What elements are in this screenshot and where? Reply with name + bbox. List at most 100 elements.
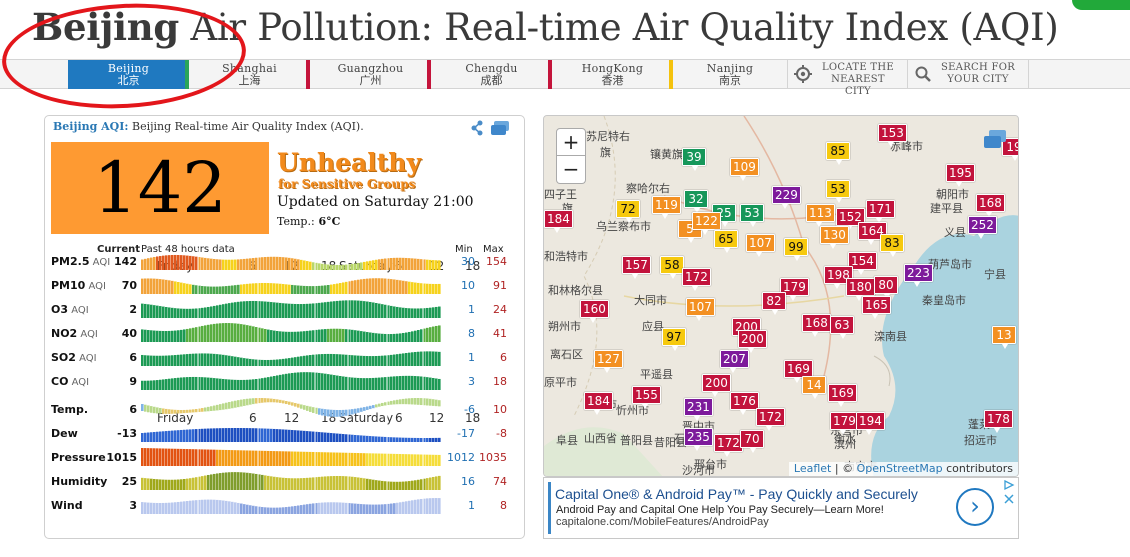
history-row-sparkbars[interactable] [141, 492, 441, 514]
nav-city-beijing[interactable]: Beijing 北京 [68, 60, 189, 89]
map-aqi-marker[interactable]: 72 [616, 200, 640, 223]
map-aqi-marker[interactable]: 107 [686, 298, 715, 321]
map-aqi-marker[interactable]: 169 [828, 384, 857, 407]
nav-city-chengdu[interactable]: Chengdu 成都 [431, 60, 552, 89]
search-city-button[interactable]: SEARCH FOR YOUR CITY [907, 60, 1029, 89]
map-aqi-marker[interactable]: 53 [826, 180, 850, 203]
map-aqi-marker[interactable]: 14 [802, 376, 826, 399]
map-aqi-marker[interactable]: 200 [738, 330, 767, 353]
map-aqi-marker[interactable]: 130 [820, 226, 849, 249]
map-aqi-marker[interactable]: 165 [862, 296, 891, 319]
ad-title[interactable]: Capital One® & Android Pay™ - Pay Quickl… [555, 486, 918, 502]
map-aqi-marker[interactable]: 154 [848, 252, 877, 275]
map-aqi-marker[interactable]: 58 [660, 256, 684, 279]
map-aqi-marker[interactable]: 160 [580, 300, 609, 323]
map-aqi-marker[interactable]: 231 [684, 398, 713, 421]
history-row-pm25: PM2.5 AQI 142 30 154 [45, 248, 526, 272]
map-aqi-marker[interactable]: 13 [992, 326, 1016, 349]
nav-city-shanghai[interactable]: Shanghai 上海 [189, 60, 310, 89]
share-icon[interactable] [471, 120, 483, 136]
map-aqi-marker[interactable]: 172 [682, 268, 711, 291]
map-aqi-marker[interactable]: 155 [632, 386, 661, 409]
map-aqi-marker[interactable]: 169 [784, 360, 813, 383]
map-aqi-marker[interactable]: 168 [802, 314, 831, 337]
history-row-sparkbars[interactable] [141, 344, 441, 366]
map-aqi-marker[interactable]: 82 [762, 292, 786, 315]
map-aqi-marker[interactable]: 180 [846, 278, 875, 301]
map-aqi-marker[interactable]: 172 [756, 408, 785, 431]
history-row-sparkbars[interactable] [141, 396, 441, 418]
map-aqi-marker[interactable]: 164 [858, 222, 887, 245]
panel-header-city-link[interactable]: Beijing AQI: [53, 120, 129, 133]
openstreetmap-link[interactable]: OpenStreetMap [856, 462, 943, 475]
history-bar [378, 333, 381, 342]
history-row-sparkbars[interactable] [141, 248, 441, 270]
history-row-sparkbars[interactable] [141, 296, 441, 318]
map-aqi-marker[interactable]: 97 [662, 328, 686, 351]
map-aqi-marker[interactable]: 99 [784, 238, 808, 261]
map-aqi-marker[interactable]: 179 [780, 278, 809, 301]
history-bar [240, 284, 243, 294]
map-aqi-marker[interactable]: 127 [594, 350, 623, 373]
map-aqi-marker[interactable]: 223 [904, 264, 933, 287]
map-aqi-marker[interactable]: 107 [746, 234, 775, 257]
aqi-map[interactable]: 苏尼特右旗镶黄旗 四子王旗察哈尔右 乌兰察布市 和浩特市 和林格尔县 大同市 朔州市 应县 原平… [543, 115, 1019, 477]
map-aqi-marker[interactable]: 235 [684, 428, 713, 451]
map-aqi-marker[interactable]: 207 [720, 350, 749, 373]
map-aqi-marker[interactable]: 157 [622, 256, 651, 279]
history-row-sparkbars[interactable] [141, 468, 441, 490]
map-aqi-marker[interactable]: 119 [652, 196, 681, 219]
map-aqi-marker[interactable]: 153 [878, 124, 907, 147]
map-aqi-marker[interactable]: 83 [880, 234, 904, 257]
map-aqi-marker[interactable]: 19 [1002, 138, 1018, 161]
corner-badge[interactable] [1072, 0, 1130, 10]
map-aqi-marker[interactable]: 113 [806, 204, 835, 227]
map-aqi-marker[interactable]: 200 [702, 374, 731, 397]
map-aqi-marker[interactable]: 70 [740, 430, 764, 453]
leaflet-link[interactable]: Leaflet [793, 462, 832, 475]
map-aqi-marker[interactable]: 252 [968, 216, 997, 239]
widget-icon[interactable] [491, 121, 509, 135]
map-aqi-marker[interactable]: 25 [712, 204, 736, 227]
map-aqi-marker[interactable]: 32 [684, 190, 708, 213]
ad-choices-icon[interactable] [1002, 479, 1016, 507]
map-aqi-marker[interactable]: 53 [740, 204, 764, 227]
map-aqi-marker[interactable]: 178 [984, 410, 1013, 433]
map-aqi-marker[interactable]: 39 [682, 148, 706, 171]
history-row-sparkbars[interactable] [141, 320, 441, 342]
map-aqi-marker[interactable]: 184 [544, 210, 573, 233]
map-aqi-marker[interactable]: 63 [830, 316, 854, 339]
map-aqi-marker[interactable]: 195 [946, 164, 975, 187]
nav-city-hongkong[interactable]: HongKong 香港 [552, 60, 673, 89]
map-aqi-marker[interactable]: 80 [874, 276, 898, 299]
map-aqi-marker[interactable]: 194 [856, 412, 885, 435]
map-aqi-marker[interactable]: 179 [830, 412, 859, 435]
map-aqi-marker[interactable]: 65 [714, 230, 738, 253]
map-aqi-marker[interactable]: 198 [824, 266, 853, 289]
locate-nearest-city-button[interactable]: LOCATE THE NEAREST CITY [787, 60, 907, 97]
map-aqi-marker[interactable]: 85 [826, 142, 850, 165]
history-row-sparkbars[interactable] [141, 444, 441, 466]
history-bar [405, 481, 408, 490]
nav-city-guangzhou[interactable]: Guangzhou 广州 [310, 60, 431, 89]
zoom-in-button[interactable]: + [556, 128, 586, 156]
map-layers-icon[interactable] [982, 128, 1008, 152]
map-aqi-marker[interactable]: 172 [714, 434, 743, 457]
map-aqi-marker[interactable]: 109 [730, 158, 759, 181]
map-aqi-marker[interactable]: 122 [692, 212, 721, 235]
ad-url[interactable]: capitalone.com/MobileFeatures/AndroidPay [556, 516, 769, 528]
map-aqi-marker[interactable]: 152 [836, 208, 865, 231]
advertisement[interactable]: Capital One® & Android Pay™ - Pay Quickl… [543, 477, 1019, 539]
map-aqi-marker[interactable]: 229 [772, 186, 801, 209]
map-aqi-marker[interactable]: 184 [584, 392, 613, 415]
ad-arrow-button[interactable]: › [956, 488, 994, 526]
map-aqi-marker[interactable]: 176 [730, 392, 759, 415]
map-aqi-marker[interactable]: 171 [866, 200, 895, 223]
map-aqi-marker[interactable]: 168 [976, 194, 1005, 217]
history-row-sparkbars[interactable] [141, 420, 441, 442]
history-row-sparkbars[interactable] [141, 368, 441, 390]
history-bar [207, 406, 210, 412]
nav-city-nanjing[interactable]: Nanjing 南京 [673, 60, 787, 89]
zoom-out-button[interactable]: − [556, 156, 586, 184]
history-row-sparkbars[interactable] [141, 272, 441, 294]
